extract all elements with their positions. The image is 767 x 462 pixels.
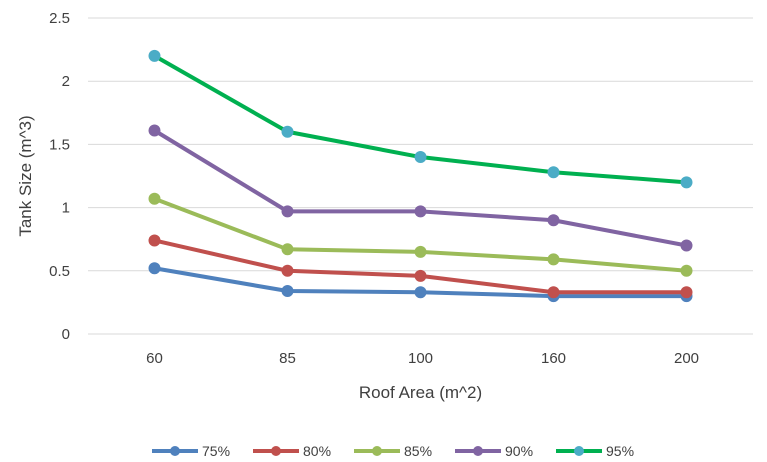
legend-item: 75% [152, 443, 230, 459]
data-point [148, 192, 161, 205]
x-tick-label: 60 [146, 350, 163, 367]
legend-label: 75% [202, 443, 230, 459]
series-1 [148, 262, 693, 303]
data-point [547, 166, 560, 179]
data-point [547, 214, 560, 227]
y-tick-label: 1.5 [49, 136, 70, 153]
x-tick-label: 100 [408, 350, 433, 367]
series-2 [148, 234, 693, 299]
data-point [281, 264, 294, 277]
data-point [680, 286, 693, 299]
legend-label: 80% [303, 443, 331, 459]
y-axis-ticks: 0 0.5 1 1.5 2 2.5 [49, 10, 70, 343]
data-point [547, 286, 560, 299]
legend-item: 85% [354, 443, 432, 459]
y-tick-label: 0 [62, 326, 70, 343]
data-point [680, 239, 693, 252]
legend-label: 85% [404, 443, 432, 459]
series-4 [148, 124, 693, 252]
data-point [414, 269, 427, 282]
data-point [148, 49, 161, 62]
data-point [414, 205, 427, 218]
y-axis-title: Tank Size (m^3) [16, 115, 35, 236]
data-point [547, 253, 560, 266]
x-tick-label: 160 [541, 350, 566, 367]
series-group [148, 49, 693, 303]
data-point [281, 205, 294, 218]
data-point [680, 176, 693, 189]
data-point [414, 286, 427, 299]
data-point [680, 264, 693, 277]
y-tick-label: 2.5 [49, 10, 70, 27]
legend: 75% 80% 85% 90% 95% [152, 443, 634, 459]
x-tick-label: 200 [674, 350, 699, 367]
data-point [281, 125, 294, 138]
legend-label: 95% [606, 443, 634, 459]
legend-item: 80% [253, 443, 331, 459]
y-tick-label: 0.5 [49, 263, 70, 280]
series-3 [148, 192, 693, 277]
series-line [153, 54, 687, 185]
data-point [148, 124, 161, 137]
legend-marker [170, 446, 180, 456]
legend-marker [473, 446, 483, 456]
data-point [414, 151, 427, 164]
data-point [414, 245, 427, 258]
legend-item: 90% [455, 443, 533, 459]
x-axis-ticks: 60 85 100 160 200 [146, 350, 699, 367]
data-point [148, 234, 161, 247]
series-5 [148, 49, 693, 189]
y-tick-label: 2 [62, 73, 70, 90]
x-tick-label: 85 [279, 350, 296, 367]
y-tick-label: 1 [62, 200, 70, 217]
legend-marker [372, 446, 382, 456]
legend-label: 90% [505, 443, 533, 459]
legend-marker [271, 446, 281, 456]
data-point [281, 285, 294, 298]
data-point [148, 262, 161, 275]
data-point [281, 243, 294, 256]
gridlines [88, 17, 753, 272]
legend-item: 95% [556, 443, 634, 459]
legend-marker [574, 446, 584, 456]
x-axis-title: Roof Area (m^2) [359, 383, 482, 402]
